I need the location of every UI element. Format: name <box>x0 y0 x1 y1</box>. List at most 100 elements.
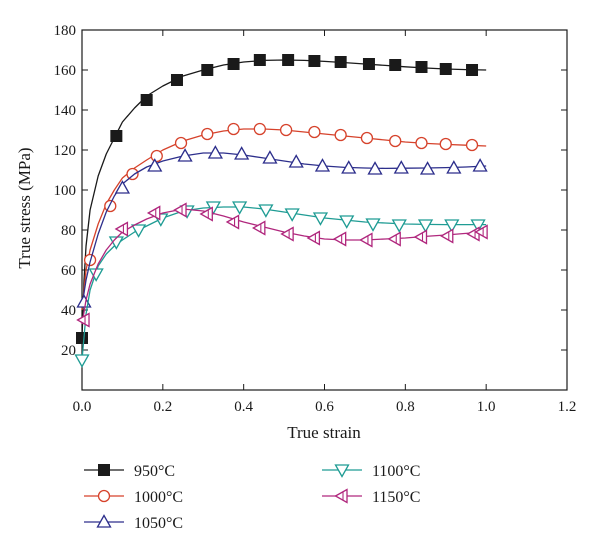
legend-label: 1100°C <box>372 463 420 480</box>
data-point <box>417 219 434 233</box>
data-point <box>234 146 250 160</box>
data-point-shape <box>312 212 329 226</box>
data-point <box>367 161 383 175</box>
legend-label: 1150°C <box>372 489 420 506</box>
data-point-shape <box>393 160 409 174</box>
data-point <box>419 161 436 175</box>
data-point <box>173 202 187 218</box>
data-point-shape <box>365 218 381 232</box>
data-point-shape <box>232 201 248 215</box>
data-point <box>332 231 347 247</box>
x-tick-label: 1.2 <box>558 399 577 415</box>
data-point <box>387 231 401 247</box>
data-point <box>110 130 123 142</box>
y-axis-title: True stress (MPa) <box>15 147 34 268</box>
y-tick-label: 140 <box>54 103 77 119</box>
data-point <box>262 150 278 164</box>
data-point <box>253 54 266 66</box>
data-point-shape <box>205 201 221 215</box>
data-point-shape <box>339 215 355 229</box>
legend: 950°C 1000°C 1050°C 1100°C 1150°C <box>84 463 420 532</box>
data-point <box>470 219 486 233</box>
x-tick-label: 0.4 <box>234 399 253 415</box>
data-point <box>339 215 355 229</box>
y-axis-ticks: 20 40 60 80 100 120 140 160 180 <box>54 23 567 359</box>
data-point <box>150 149 163 163</box>
data-point <box>439 137 452 151</box>
data-point <box>76 332 88 344</box>
x-tick-label: 1.0 <box>477 399 496 415</box>
data-point <box>341 160 357 174</box>
data-point <box>362 58 375 70</box>
data-point <box>227 122 240 136</box>
data-point <box>444 219 460 233</box>
legend-item: 1150°C <box>322 488 420 506</box>
data-point <box>114 180 131 194</box>
series-1 <box>81 122 487 311</box>
y-tick-label: 40 <box>61 303 76 319</box>
data-point-shape <box>252 220 266 236</box>
legend-label: 1000°C <box>134 489 183 506</box>
data-point <box>389 134 402 148</box>
data-point <box>130 224 147 238</box>
data-point-shape <box>199 206 213 222</box>
y-tick-label: 120 <box>54 143 77 159</box>
legend-marker-shape <box>334 488 348 504</box>
data-point <box>253 122 266 136</box>
data-point-shape <box>234 146 250 160</box>
data-point-shape <box>258 204 274 218</box>
y-tick-label: 20 <box>61 343 76 359</box>
data-point <box>282 54 295 66</box>
data-point-shape <box>359 232 373 248</box>
data-point-shape <box>387 231 401 247</box>
legend-label: 1050°C <box>134 515 183 532</box>
legend-marker <box>334 464 350 478</box>
data-point <box>472 158 488 172</box>
data-point <box>258 204 274 218</box>
data-point-shape <box>314 158 331 172</box>
y-tick-label: 80 <box>61 223 76 239</box>
series-3 <box>74 201 487 368</box>
data-point-shape <box>280 226 294 242</box>
data-point-shape <box>225 214 240 230</box>
data-point-shape <box>207 145 223 159</box>
data-point <box>170 74 183 86</box>
data-point <box>177 148 193 162</box>
data-point <box>415 61 428 73</box>
y-tick-label: 60 <box>61 263 76 279</box>
data-point <box>225 214 240 230</box>
data-point-shape <box>472 158 488 172</box>
data-point-shape <box>474 224 488 240</box>
y-tick-label: 180 <box>54 23 77 39</box>
data-point <box>312 212 329 226</box>
data-point <box>466 226 480 242</box>
data-point-shape <box>367 161 383 175</box>
data-point <box>252 220 266 236</box>
data-point <box>465 138 479 152</box>
data-point <box>415 136 428 150</box>
data-point-shape <box>74 354 90 368</box>
data-point <box>474 224 488 240</box>
data-point-shape <box>284 208 300 222</box>
data-point <box>413 229 428 245</box>
data-point <box>201 64 214 76</box>
data-point <box>284 208 300 222</box>
data-point-shape <box>419 161 436 175</box>
data-point <box>140 94 153 106</box>
data-point <box>201 127 214 141</box>
data-point-shape <box>446 160 462 174</box>
data-point <box>174 136 188 150</box>
data-point-shape <box>173 202 187 218</box>
data-point <box>108 236 124 250</box>
data-point <box>232 201 248 215</box>
data-point <box>389 59 402 71</box>
y-tick-label: 160 <box>54 63 77 79</box>
data-point <box>359 232 373 248</box>
data-point <box>280 226 294 242</box>
data-point <box>391 219 407 233</box>
legend-marker <box>334 488 348 504</box>
series-layer <box>74 54 488 368</box>
y-tick-label: 100 <box>54 183 77 199</box>
data-point-shape <box>177 148 193 162</box>
